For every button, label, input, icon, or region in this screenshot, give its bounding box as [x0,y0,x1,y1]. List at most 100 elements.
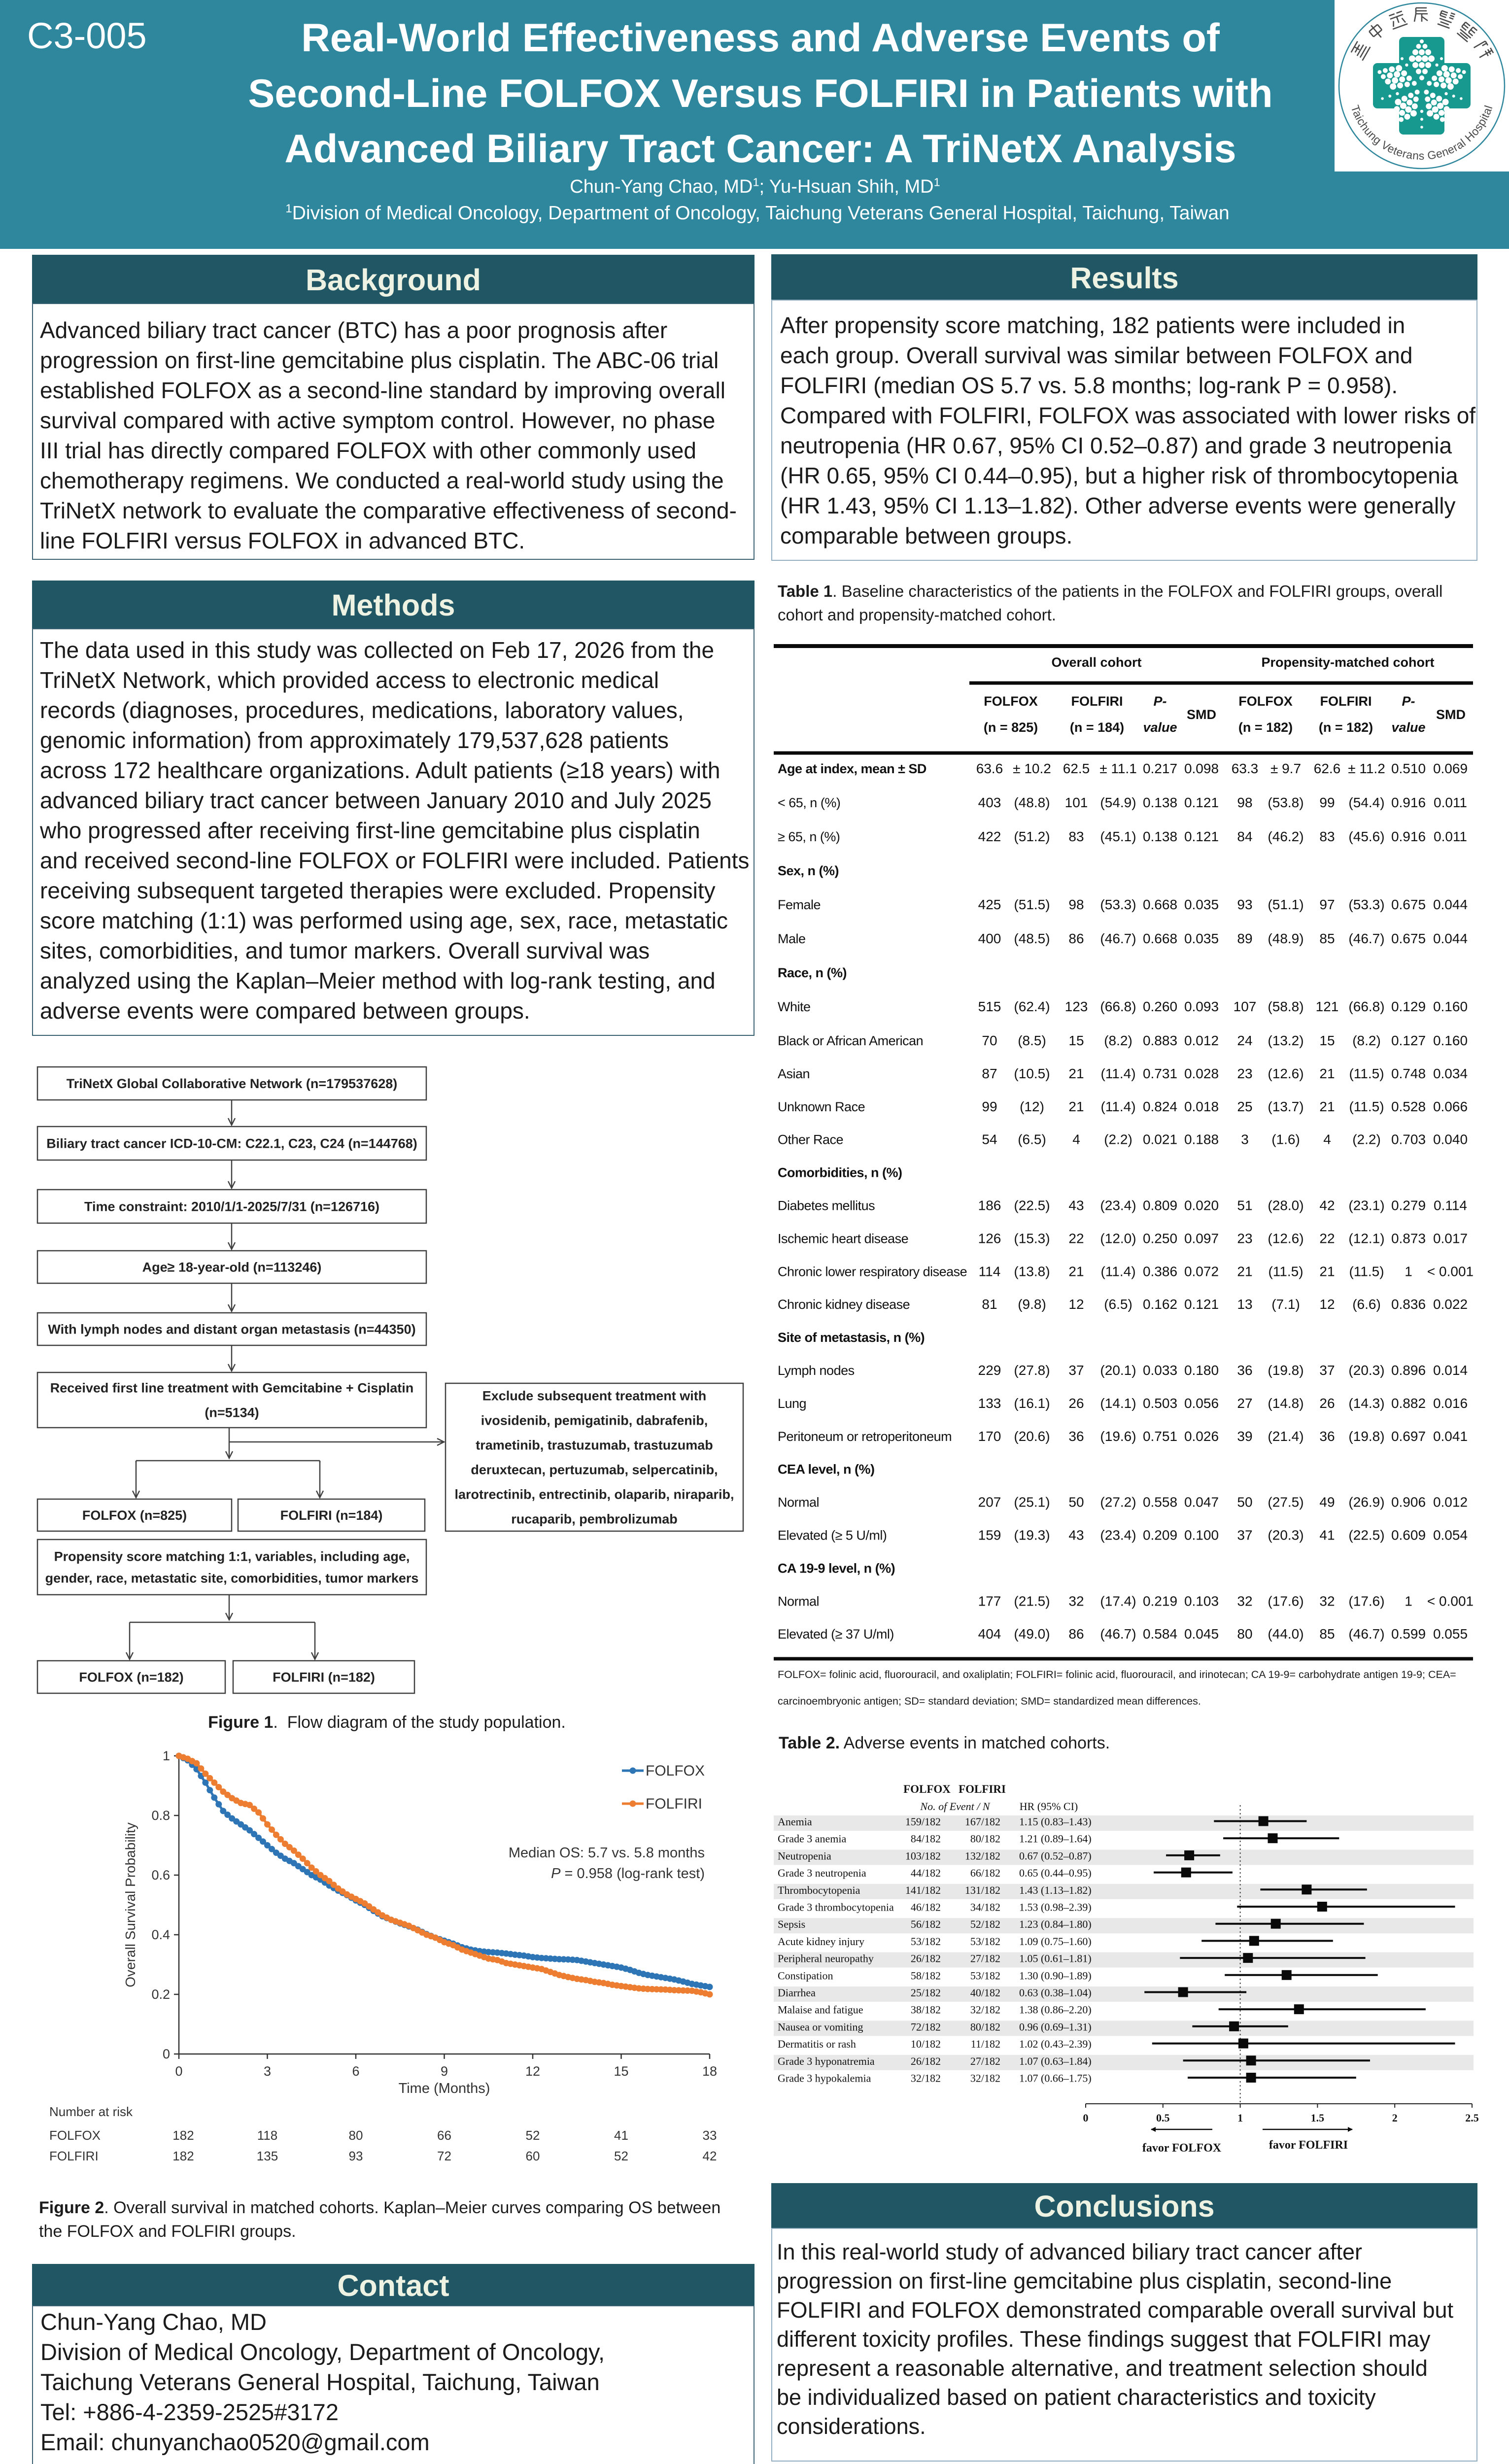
svg-text:51: 51 [1237,1198,1252,1213]
svg-text:(53.3): (53.3) [1348,897,1384,912]
svg-text:FOLFIRI: FOLFIRI [959,1783,1006,1795]
svg-text:(62.4): (62.4) [1014,999,1050,1014]
svg-text:(1.6): (1.6) [1271,1132,1300,1147]
svg-text:39: 39 [1237,1429,1252,1444]
svg-text:0.093: 0.093 [1184,999,1219,1014]
svg-text:± 10.2: ± 10.2 [1013,761,1051,776]
svg-text:(27.2): (27.2) [1100,1495,1136,1510]
svg-text:Dermatitis or rash: Dermatitis or rash [778,2038,856,2050]
svg-text:0.055: 0.055 [1433,1626,1468,1642]
svg-text:Number at risk: Number at risk [49,2104,133,2119]
svg-text:36: 36 [1237,1363,1252,1378]
svg-text:101: 101 [1065,795,1088,810]
svg-text:0.045: 0.045 [1184,1626,1219,1642]
svg-text:0.675: 0.675 [1391,931,1426,946]
svg-text:Acute kidney injury: Acute kidney injury [778,1935,864,1948]
svg-text:0.916: 0.916 [1391,795,1426,810]
svg-text:0.675: 0.675 [1391,897,1426,912]
svg-text:< 65, n (%): < 65, n (%) [778,795,840,810]
svg-text:4: 4 [1072,1132,1080,1147]
svg-text:Overall cohort: Overall cohort [1051,655,1141,670]
svg-text:62.5: 62.5 [1063,761,1090,776]
svg-text:24: 24 [1237,1033,1252,1048]
svg-text:43: 43 [1068,1528,1084,1543]
svg-text:deruxtecan, pertuzumab, selper: deruxtecan, pertuzumab, selpercatinib, [471,1463,718,1477]
svg-text:Time constraint: 2010/1/1-2025: Time constraint: 2010/1/1-2025/7/31 (n=1… [84,1199,379,1214]
svg-text:63.3: 63.3 [1232,761,1259,776]
svg-text:Biliary tract cancer ICD-10-CM: Biliary tract cancer ICD-10-CM: C22.1, C… [46,1136,417,1151]
svg-text:21: 21 [1237,1264,1252,1279]
svg-text:52: 52 [614,2149,628,2163]
svg-text:131/182: 131/182 [965,1884,1000,1896]
svg-text:26: 26 [1319,1396,1335,1411]
svg-text:63.6: 63.6 [976,761,1003,776]
svg-text:0.121: 0.121 [1184,795,1219,810]
svg-text:(54.4): (54.4) [1348,795,1384,810]
svg-text:Male: Male [778,931,806,946]
svg-text:86: 86 [1068,1626,1084,1642]
svg-text:(10.5): (10.5) [1014,1066,1050,1081]
svg-text:72/182: 72/182 [911,2020,941,2033]
svg-text:0.054: 0.054 [1433,1528,1468,1543]
svg-text:0.668: 0.668 [1143,931,1177,946]
svg-text:Received first line treatment: Received first line treatment with Gemci… [50,1381,413,1396]
svg-text:(27.8): (27.8) [1014,1363,1050,1378]
svg-text:(48.9): (48.9) [1268,931,1303,946]
svg-text:207: 207 [978,1495,1001,1510]
svg-text:53/182: 53/182 [970,1969,1000,1982]
svg-text:425: 425 [978,897,1001,912]
svg-text:Elevated (≥ 37 U/ml): Elevated (≥ 37 U/ml) [778,1627,894,1642]
svg-text:42: 42 [703,2149,717,2163]
svg-text:(45.1): (45.1) [1100,829,1136,844]
svg-text:P = 0.958 (log-rank test): P = 0.958 (log-rank test) [551,1866,705,1882]
svg-text:With lymph nodes and distant o: With lymph nodes and distant organ metas… [48,1322,415,1337]
svg-text:0.040: 0.040 [1433,1132,1468,1147]
svg-text:0.012: 0.012 [1184,1033,1219,1048]
svg-text:42: 42 [1319,1198,1335,1213]
svg-text:FOLFOX: FOLFOX [646,1763,705,1779]
svg-text:0.022: 0.022 [1433,1297,1468,1312]
svg-text:93: 93 [349,2149,363,2163]
svg-text:(11.5): (11.5) [1349,1066,1384,1081]
svg-text:37: 37 [1068,1363,1084,1378]
svg-text:66: 66 [437,2128,451,2143]
svg-text:FOLFIRI (n=184): FOLFIRI (n=184) [280,1508,383,1523]
svg-text:34/182: 34/182 [970,1901,1000,1914]
svg-text:Female: Female [778,897,821,912]
svg-text:(27.5): (27.5) [1268,1495,1303,1510]
svg-text:(51.1): (51.1) [1268,897,1303,912]
svg-text:11/182: 11/182 [971,2038,1000,2050]
svg-text:1: 1 [1237,2112,1243,2124]
svg-text:(12): (12) [1020,1099,1044,1114]
svg-text:0.510: 0.510 [1391,761,1426,776]
svg-text:83: 83 [1319,829,1335,844]
svg-text:422: 422 [978,829,1001,844]
svg-text:(13.2): (13.2) [1268,1033,1303,1048]
svg-text:value: value [1391,720,1425,735]
svg-text:0.026: 0.026 [1184,1429,1219,1444]
svg-text:99: 99 [1319,795,1335,810]
svg-text:Diabetes mellitus: Diabetes mellitus [778,1198,875,1213]
svg-text:FOLFOX: FOLFOX [984,694,1038,709]
svg-text:0.014: 0.014 [1433,1363,1468,1378]
svg-text:0.906: 0.906 [1391,1495,1426,1510]
svg-text:White: White [778,999,811,1014]
svg-text:(13.7): (13.7) [1268,1099,1303,1114]
svg-text:Elevated (≥ 5 U/ml): Elevated (≥ 5 U/ml) [778,1528,887,1543]
svg-text:(46.7): (46.7) [1100,931,1136,946]
svg-text:27: 27 [1237,1396,1252,1411]
svg-text:(53.3): (53.3) [1100,897,1136,912]
svg-text:40/182: 40/182 [970,1986,1000,1999]
svg-text:0.609: 0.609 [1391,1528,1426,1543]
svg-text:23: 23 [1237,1066,1252,1081]
svg-text:21: 21 [1319,1264,1335,1279]
svg-text:Exclude subsequent treatment w: Exclude subsequent treatment with [482,1389,707,1403]
svg-text:159: 159 [978,1528,1001,1543]
svg-text:ivosidenib, pemigatinib, dabra: ivosidenib, pemigatinib, dabrafenib, [481,1413,708,1428]
svg-text:0.188: 0.188 [1184,1132,1219,1147]
svg-text:FOLFOX: FOLFOX [1238,694,1293,709]
svg-text:1.07 (0.63–1.84): 1.07 (0.63–1.84) [1019,2055,1092,2067]
svg-text:0.044: 0.044 [1433,931,1468,946]
svg-text:(54.9): (54.9) [1100,795,1136,810]
svg-text:0.017: 0.017 [1433,1231,1468,1246]
